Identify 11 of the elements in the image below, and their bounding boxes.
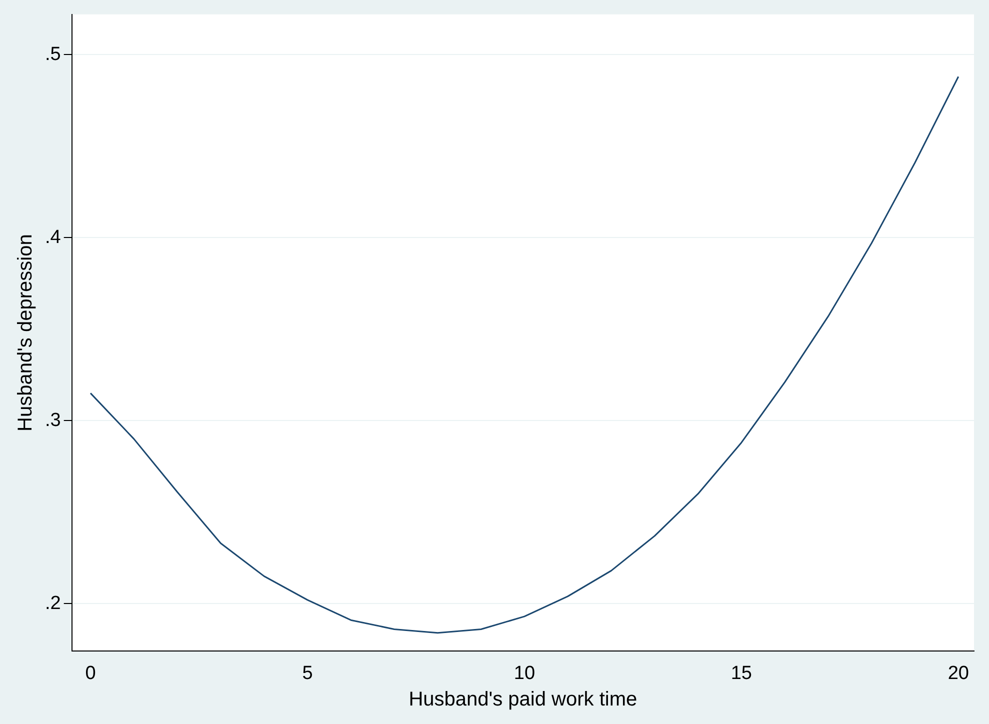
x-tick-label: 10 bbox=[514, 662, 536, 684]
x-tick-label: 5 bbox=[302, 662, 313, 684]
y-axis-title: Husband's depression bbox=[14, 234, 37, 432]
x-tick-label: 15 bbox=[730, 662, 752, 684]
y-tick-label: .4 bbox=[44, 226, 62, 248]
x-tick-label: 20 bbox=[948, 662, 969, 684]
y-tick-label: .3 bbox=[44, 410, 61, 431]
y-tick-label: .5 bbox=[44, 44, 61, 65]
y-tick-label: .2 bbox=[44, 592, 61, 614]
x-tick-label: 0 bbox=[85, 662, 96, 684]
x-axis-title: Husband's paid work time bbox=[408, 688, 638, 711]
